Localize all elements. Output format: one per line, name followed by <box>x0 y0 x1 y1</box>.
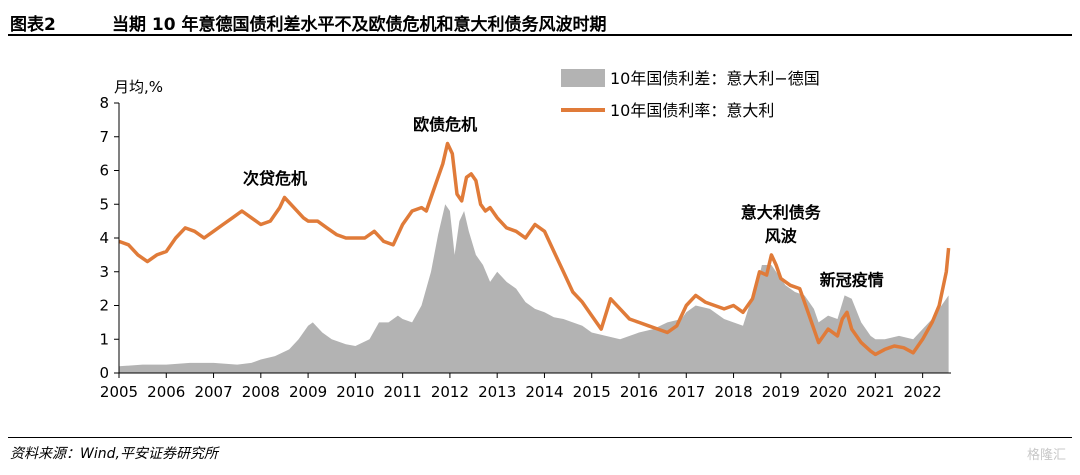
y-tick-label: 6 <box>99 162 109 180</box>
chart: 0 1 2 3 4 5 6 7 8 2005 2006 2007 2008 2009 2010 2011 201… <box>99 69 951 401</box>
x-tick-label: 2007 <box>194 383 232 401</box>
watermark: 格隆汇 <box>1026 448 1066 463</box>
y-tick-label: 0 <box>99 364 109 382</box>
x-tick-label: 2009 <box>289 383 327 401</box>
x-tick-label: 2020 <box>809 383 847 401</box>
x-tick-label: 2006 <box>147 383 185 401</box>
x-tick-label: 2012 <box>431 383 469 401</box>
annotation-label: 新冠疫情 <box>820 270 884 289</box>
x-tick-label: 2011 <box>384 383 422 401</box>
annotation-label: 意大利债务 <box>741 203 822 222</box>
x-tick-label: 2015 <box>573 383 611 401</box>
legend-swatch-spread <box>561 69 605 87</box>
y-axis-label: 月均,% <box>114 78 163 96</box>
x-tick-label: 2013 <box>478 383 516 401</box>
y-tick-label: 7 <box>99 128 109 146</box>
x-tick-label: 2017 <box>667 383 705 401</box>
legend: 10年国债利差：意大利−德国 10年国债利率：意大利 <box>561 69 820 120</box>
y-tick-label: 4 <box>99 229 109 247</box>
title-bar: 图表2 当期 10 年意德国债利差水平不及欧债危机和意大利债务风波时期 <box>8 6 1072 36</box>
figure-number: 图表2 <box>10 15 56 35</box>
source-bar: 资料来源：Wind,平安证券研究所 格隆汇 <box>8 437 1072 467</box>
x-tick-label: 2008 <box>242 383 280 401</box>
annotation-label: 欧债危机 <box>413 115 477 134</box>
x-tick-label: 2014 <box>525 383 563 401</box>
figure-title: 当期 10 年意德国债利差水平不及欧债危机和意大利债务风波时期 <box>112 15 607 35</box>
x-tick-label: 2019 <box>762 383 800 401</box>
legend-label-spread: 10年国债利差：意大利−德国 <box>610 69 820 88</box>
axes: 0 1 2 3 4 5 6 7 8 2005 2006 2007 2008 2009 2010 2011 201… <box>99 94 951 401</box>
y-tick-label: 5 <box>99 195 109 213</box>
x-tick-label: 2010 <box>336 383 374 401</box>
series-line-yield <box>118 141 951 357</box>
y-tick-label: 2 <box>99 297 109 315</box>
legend-label-yield: 10年国债利率：意大利 <box>610 101 774 120</box>
y-tick-label: 3 <box>99 263 109 281</box>
x-tick-label: 2018 <box>714 383 752 401</box>
source-note: 资料来源：Wind,平安证券研究所 <box>10 446 218 462</box>
x-tick-label: 2021 <box>856 383 894 401</box>
annotation-label: 次贷危机 <box>243 169 307 188</box>
x-tick-label: 2005 <box>100 383 138 401</box>
series-area-spread <box>119 204 949 373</box>
y-tick-label: 1 <box>99 330 109 348</box>
y-tick-label: 8 <box>99 94 109 112</box>
annotation-label: 风波 <box>765 226 798 245</box>
x-tick-label: 2022 <box>904 383 942 401</box>
x-tick-label: 2016 <box>620 383 658 401</box>
plot-area <box>118 141 951 373</box>
